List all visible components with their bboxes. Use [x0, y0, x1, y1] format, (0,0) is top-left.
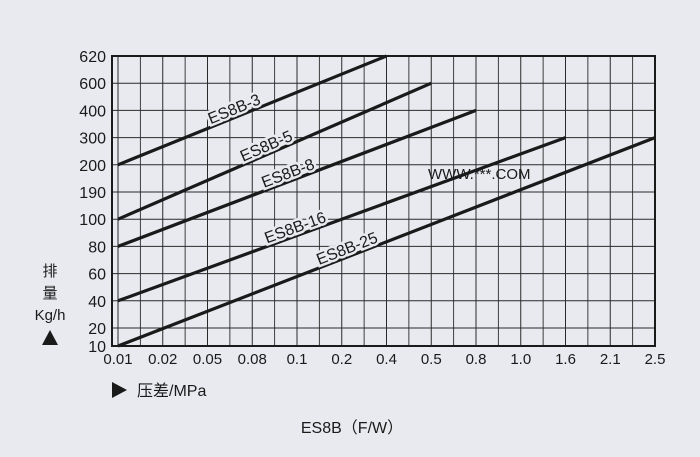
- y-tick-label: 200: [79, 158, 106, 175]
- x-tick-label: 2.1: [600, 351, 621, 368]
- x-axis-ticks: 0.01 0.02 0.05 0.08 0.1 0.2 0.4 0.5 0.8 1.0 1.6 2.1…: [103, 351, 665, 368]
- x-tick-label: 0.05: [193, 351, 222, 368]
- y-tick-label: 400: [79, 103, 106, 120]
- x-tick-label: 1.0: [510, 351, 531, 368]
- y-tick-label: 600: [79, 76, 106, 93]
- series-line: [117, 136, 567, 303]
- series-line: [117, 136, 656, 348]
- y-axis-arrow-icon: [42, 330, 58, 345]
- x-tick-label: 0.01: [103, 351, 132, 368]
- watermark: WWW.***.COM: [428, 166, 531, 183]
- x-tick-label: 0.5: [421, 351, 442, 368]
- x-tick-label: 1.6: [555, 351, 576, 368]
- plot-area: [112, 56, 655, 346]
- y-tick-label: 20: [88, 321, 106, 338]
- y-tick-label: 60: [88, 267, 106, 284]
- series-line: [117, 54, 388, 167]
- x-tick-label: 0.1: [287, 351, 308, 368]
- x-tick-label: 0.4: [376, 351, 397, 368]
- y-tick-label: 10: [88, 339, 106, 356]
- chart-title: ES8B（F/W）: [301, 419, 403, 437]
- y-axis-label-line-1: 排: [42, 263, 57, 280]
- x-tick-label: 0.8: [466, 351, 487, 368]
- x-tick-label: 0.2: [331, 351, 352, 368]
- series-line: [117, 81, 432, 221]
- series-line: [117, 108, 477, 248]
- x-tick-label: 0.08: [238, 351, 267, 368]
- x-axis-arrow-icon: [112, 382, 127, 398]
- series-lines: [117, 54, 656, 348]
- y-tick-label: 80: [88, 239, 106, 256]
- y-tick-label: 620: [79, 49, 106, 66]
- x-tick-label: 2.5: [645, 351, 666, 368]
- y-tick-label: 100: [79, 212, 106, 229]
- x-axis-label: 压差/MPa: [137, 382, 206, 400]
- x-tick-label: 0.02: [148, 351, 177, 368]
- y-axis-label-line-3: Kg/h: [35, 307, 66, 324]
- y-tick-label: 300: [79, 131, 106, 148]
- y-tick-label: 190: [79, 185, 106, 202]
- y-tick-label: 40: [88, 294, 106, 311]
- y-axis-label-line-2: 量: [42, 285, 57, 302]
